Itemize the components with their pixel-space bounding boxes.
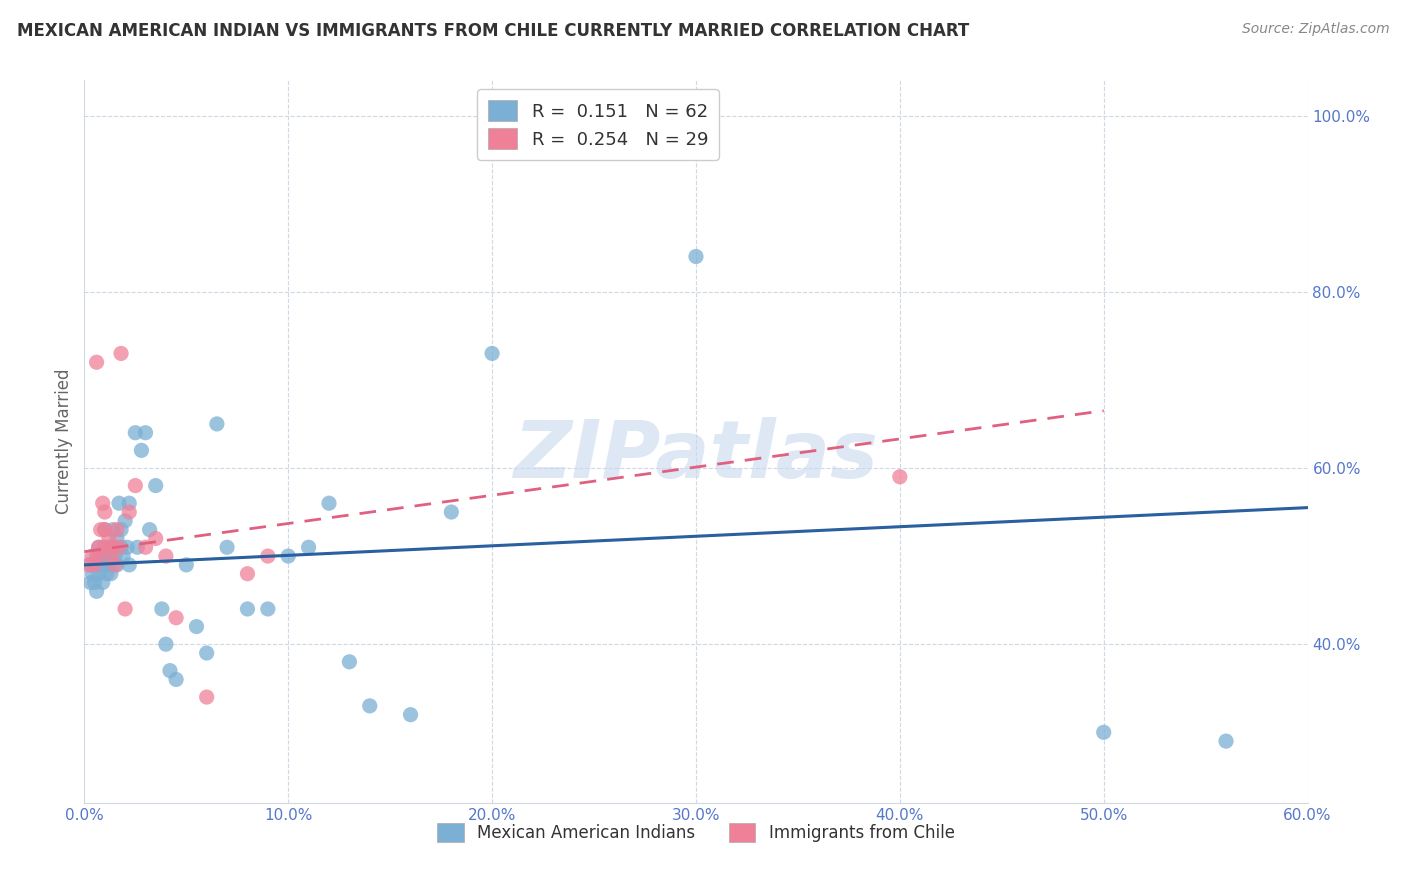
Point — [1092, 725, 1115, 739]
Point — [105, 523, 128, 537]
Point — [100, 566, 122, 581]
Point — [124, 478, 146, 492]
Point — [108, 541, 131, 555]
Point — [118, 496, 141, 510]
Point — [124, 425, 146, 440]
Point — [186, 619, 208, 633]
Point — [165, 673, 187, 687]
Point — [87, 541, 110, 555]
Point — [127, 541, 149, 555]
Point — [131, 443, 153, 458]
Legend: Mexican American Indians, Immigrants from Chile: Mexican American Indians, Immigrants fro… — [430, 816, 962, 848]
Point — [83, 575, 105, 590]
Point — [90, 523, 112, 537]
Point — [91, 549, 114, 563]
Point — [79, 575, 101, 590]
Point — [100, 549, 122, 563]
Point — [257, 602, 280, 616]
Point — [90, 558, 112, 572]
Point — [205, 417, 228, 431]
Point — [217, 541, 239, 555]
Point — [318, 496, 340, 510]
Point — [159, 664, 181, 678]
Point — [236, 602, 259, 616]
Text: ZIPatlas: ZIPatlas — [513, 417, 879, 495]
Point — [104, 558, 127, 572]
Point — [105, 532, 128, 546]
Point — [93, 523, 115, 537]
Point — [105, 558, 128, 572]
Point — [155, 637, 177, 651]
Point — [359, 698, 381, 713]
Point — [108, 496, 131, 510]
Point — [685, 250, 707, 264]
Point — [399, 707, 422, 722]
Point — [93, 541, 115, 555]
Point — [110, 523, 132, 537]
Point — [91, 496, 114, 510]
Point — [145, 478, 167, 492]
Point — [118, 558, 141, 572]
Point — [138, 523, 160, 537]
Point — [481, 346, 503, 360]
Point — [298, 541, 321, 555]
Point — [83, 558, 105, 572]
Point — [195, 646, 218, 660]
Point — [174, 558, 197, 572]
Point — [96, 566, 118, 581]
Point — [110, 346, 132, 360]
Point — [97, 558, 120, 572]
Point — [195, 690, 218, 704]
Point — [86, 549, 108, 563]
Point — [87, 541, 110, 555]
Point — [114, 514, 136, 528]
Text: Source: ZipAtlas.com: Source: ZipAtlas.com — [1241, 22, 1389, 37]
Point — [339, 655, 361, 669]
Point — [86, 584, 108, 599]
Point — [93, 541, 115, 555]
Point — [93, 523, 115, 537]
Point — [90, 549, 112, 563]
Point — [1215, 734, 1237, 748]
Point — [87, 566, 110, 581]
Point — [236, 566, 259, 581]
Point — [101, 541, 124, 555]
Point — [87, 549, 110, 563]
Point — [93, 505, 115, 519]
Point — [440, 505, 463, 519]
Point — [104, 549, 127, 563]
Point — [115, 541, 138, 555]
Point — [101, 523, 124, 537]
Point — [135, 541, 157, 555]
Point — [100, 549, 122, 563]
Point — [889, 470, 911, 484]
Point — [277, 549, 299, 563]
Point — [86, 355, 108, 369]
Point — [257, 549, 280, 563]
Point — [165, 611, 187, 625]
Point — [97, 532, 120, 546]
Point — [82, 549, 104, 563]
Point — [112, 549, 135, 563]
Point — [118, 505, 141, 519]
Point — [97, 541, 120, 555]
Point — [79, 558, 101, 572]
Text: MEXICAN AMERICAN INDIAN VS IMMIGRANTS FROM CHILE CURRENTLY MARRIED CORRELATION C: MEXICAN AMERICAN INDIAN VS IMMIGRANTS FR… — [17, 22, 969, 40]
Point — [77, 558, 100, 572]
Point — [82, 566, 104, 581]
Point — [96, 549, 118, 563]
Point — [145, 532, 167, 546]
Y-axis label: Currently Married: Currently Married — [55, 368, 73, 515]
Point — [150, 602, 173, 616]
Point — [155, 549, 177, 563]
Point — [110, 541, 132, 555]
Point — [135, 425, 157, 440]
Point — [114, 602, 136, 616]
Point — [91, 575, 114, 590]
Point — [93, 558, 115, 572]
Point — [101, 541, 124, 555]
